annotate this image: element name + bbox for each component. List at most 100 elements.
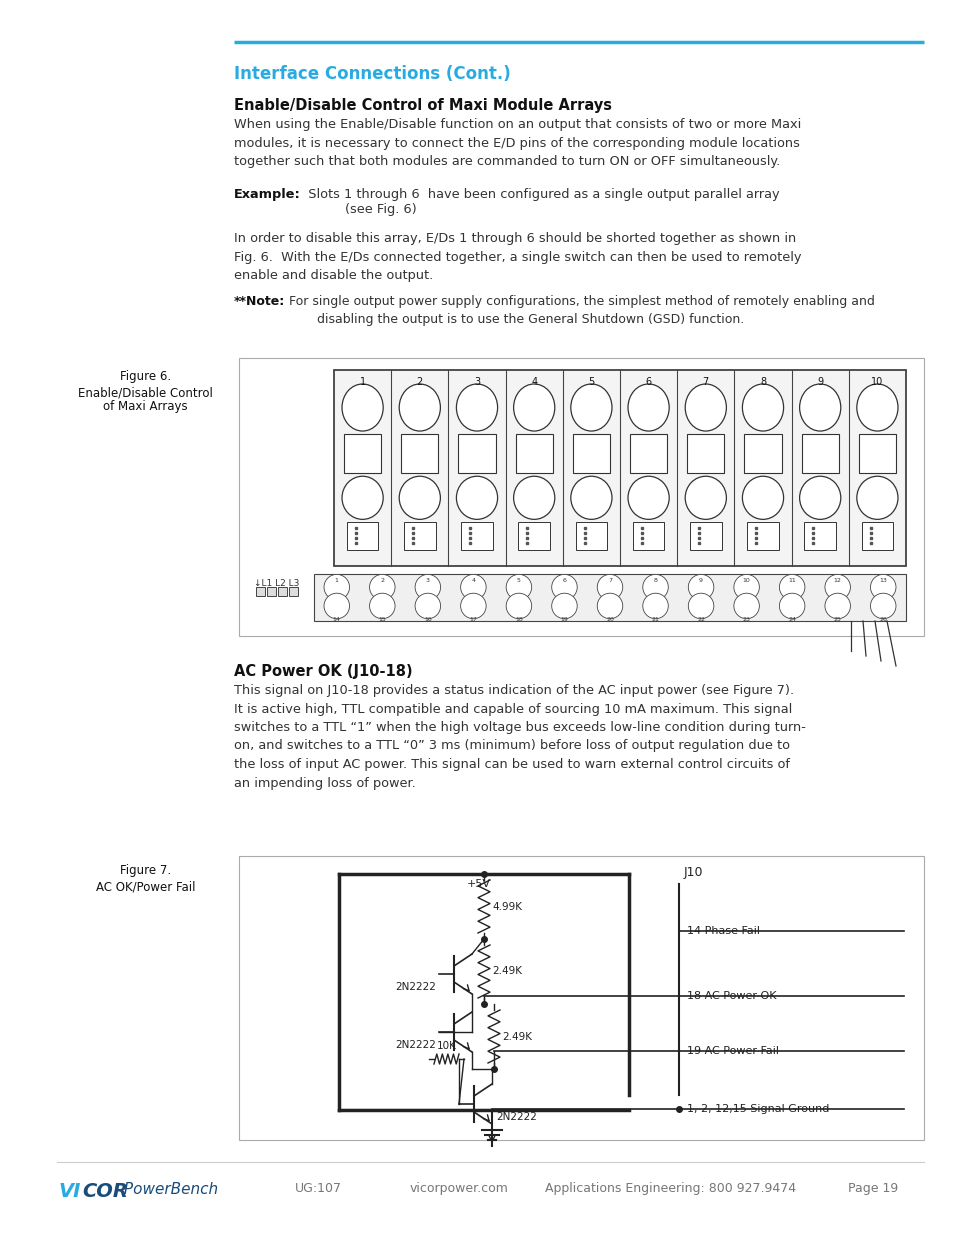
Ellipse shape (741, 477, 782, 520)
Circle shape (869, 593, 895, 619)
Text: 26: 26 (879, 618, 886, 622)
Text: UG:107: UG:107 (294, 1182, 341, 1195)
Text: 21: 21 (651, 618, 659, 622)
Bar (572, 433, 609, 473)
Ellipse shape (627, 477, 668, 520)
Text: 2: 2 (416, 377, 422, 387)
Text: 8: 8 (653, 578, 657, 583)
Text: (see Fig. 6): (see Fig. 6) (345, 203, 416, 216)
Bar (861, 522, 892, 550)
Circle shape (597, 574, 622, 600)
Circle shape (779, 593, 804, 619)
Bar (517, 522, 549, 550)
Text: COR: COR (82, 1182, 128, 1200)
Ellipse shape (398, 384, 440, 431)
Bar (689, 522, 720, 550)
Text: 10: 10 (870, 377, 882, 387)
Text: VI: VI (59, 1182, 81, 1200)
Text: 25: 25 (833, 618, 841, 622)
Circle shape (642, 574, 668, 600)
Text: Page 19: Page 19 (847, 1182, 898, 1195)
Ellipse shape (799, 477, 840, 520)
Bar (803, 522, 835, 550)
Circle shape (824, 574, 849, 600)
Text: Slots 1 through 6  have been configured as a single output parallel array: Slots 1 through 6 have been configured a… (299, 188, 779, 201)
Circle shape (324, 574, 349, 600)
Bar (404, 522, 436, 550)
Circle shape (369, 593, 395, 619)
Text: ↓L1 L2 L3: ↓L1 L2 L3 (253, 579, 299, 588)
Bar (277, 587, 287, 597)
Ellipse shape (570, 384, 612, 431)
Circle shape (869, 574, 895, 600)
Bar (858, 433, 895, 473)
Text: 20: 20 (605, 618, 614, 622)
Text: 2.49K: 2.49K (492, 967, 521, 977)
Text: 8: 8 (760, 377, 765, 387)
Bar (632, 522, 663, 550)
Text: 6: 6 (562, 578, 566, 583)
Circle shape (506, 593, 531, 619)
Ellipse shape (684, 384, 725, 431)
Text: 24: 24 (787, 618, 796, 622)
Text: 2: 2 (380, 578, 384, 583)
Circle shape (551, 593, 577, 619)
Bar (267, 587, 275, 597)
Text: Example:: Example: (233, 188, 300, 201)
Circle shape (506, 574, 531, 600)
Text: 4.99K: 4.99K (492, 902, 521, 911)
Text: 2N2222: 2N2222 (395, 982, 436, 992)
Bar (255, 587, 265, 597)
Text: 6: 6 (645, 377, 651, 387)
Circle shape (460, 593, 486, 619)
Ellipse shape (856, 384, 897, 431)
Text: 5: 5 (588, 377, 594, 387)
Text: 12: 12 (833, 578, 841, 583)
Text: 3: 3 (425, 578, 430, 583)
Ellipse shape (856, 477, 897, 520)
Bar (629, 433, 666, 473)
Bar (461, 522, 492, 550)
Text: 16: 16 (423, 618, 432, 622)
Text: 22: 22 (697, 618, 704, 622)
Bar (575, 522, 606, 550)
Text: 13: 13 (879, 578, 886, 583)
Ellipse shape (684, 477, 725, 520)
Bar (746, 522, 778, 550)
Text: 5: 5 (517, 578, 520, 583)
Bar (314, 574, 905, 621)
Text: Applications Engineering: 800 927.9474: Applications Engineering: 800 927.9474 (544, 1182, 796, 1195)
Text: 10: 10 (742, 578, 750, 583)
Text: For single output power supply configurations, the simplest method of remotely e: For single output power supply configura… (276, 295, 874, 326)
Text: 14: 14 (333, 618, 340, 622)
Circle shape (415, 574, 440, 600)
Text: 9: 9 (699, 578, 702, 583)
Bar (401, 433, 438, 473)
Ellipse shape (513, 477, 555, 520)
Text: 11: 11 (787, 578, 795, 583)
Text: 4: 4 (531, 377, 537, 387)
Text: 18 AC Power OK: 18 AC Power OK (686, 990, 776, 1002)
Bar (743, 433, 781, 473)
Circle shape (824, 593, 849, 619)
Text: Enable/Disable Control: Enable/Disable Control (78, 387, 213, 399)
Ellipse shape (513, 384, 555, 431)
Text: 19 AC Power Fail: 19 AC Power Fail (686, 1046, 779, 1056)
Circle shape (551, 574, 577, 600)
Bar (347, 522, 378, 550)
Text: 15: 15 (378, 618, 386, 622)
Text: +5V: +5V (467, 879, 491, 889)
Text: When using the Enable/Disable function on an output that consists of two or more: When using the Enable/Disable function o… (233, 119, 801, 168)
Text: of Maxi Arrays: of Maxi Arrays (103, 400, 188, 412)
Text: Interface Connections (Cont.): Interface Connections (Cont.) (233, 65, 510, 83)
Bar (239, 856, 923, 1140)
Text: 4: 4 (471, 578, 475, 583)
Text: vicorpower.com: vicorpower.com (410, 1182, 508, 1195)
Ellipse shape (341, 477, 383, 520)
Text: 17: 17 (469, 618, 476, 622)
Bar (515, 433, 552, 473)
Text: 14 Phase Fail: 14 Phase Fail (686, 926, 760, 936)
Circle shape (324, 593, 349, 619)
Text: 7: 7 (607, 578, 612, 583)
Text: 19: 19 (560, 618, 568, 622)
